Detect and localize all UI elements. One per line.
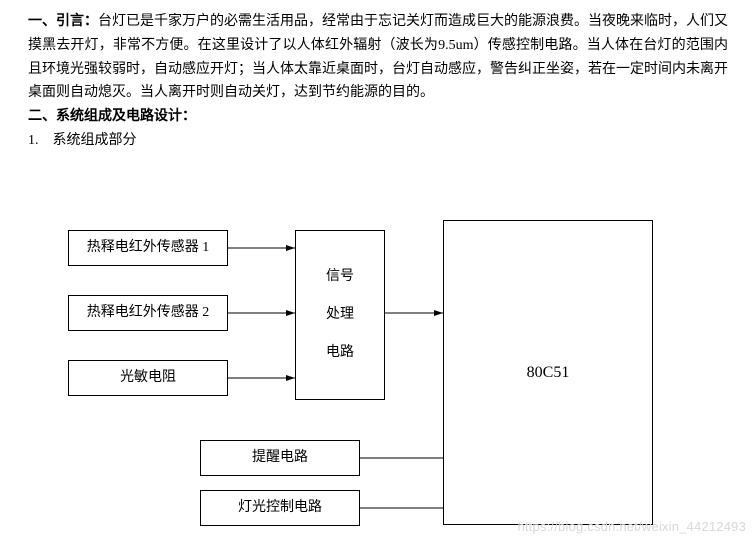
- sigproc-line3: 电路: [326, 341, 354, 365]
- heading-2: 二、系统组成及电路设计：: [28, 105, 728, 129]
- list-item-1: 1. 系统组成部分: [28, 129, 728, 153]
- block-ir-sensor-2: 热释电红外传感器 2: [68, 295, 228, 331]
- sigproc-line2: 处理: [326, 303, 354, 327]
- sigproc-line1: 信号: [326, 265, 354, 289]
- block-mcu-80c51: 80C51: [443, 220, 653, 525]
- block-light-control-circuit: 灯光控制电路: [200, 490, 360, 526]
- block-signal-processing: 信号 处理 电路: [295, 230, 385, 400]
- block-ir-sensor-1: 热释电红外传感器 1: [68, 230, 228, 266]
- heading-1: 一、引言：: [28, 14, 98, 29]
- intro-paragraph: 一、引言：台灯已是千家万户的必需生活用品，经常由于忘记关灯而造成巨大的能源浪费。…: [28, 10, 728, 105]
- block-reminder-circuit: 提醒电路: [200, 440, 360, 476]
- intro-body: 台灯已是千家万户的必需生活用品，经常由于忘记关灯而造成巨大的能源浪费。当夜晚来临…: [28, 14, 728, 100]
- block-photoresistor: 光敏电阻: [68, 360, 228, 396]
- watermark-text: https://blog.csdn.net/weixin_44212493: [517, 516, 746, 538]
